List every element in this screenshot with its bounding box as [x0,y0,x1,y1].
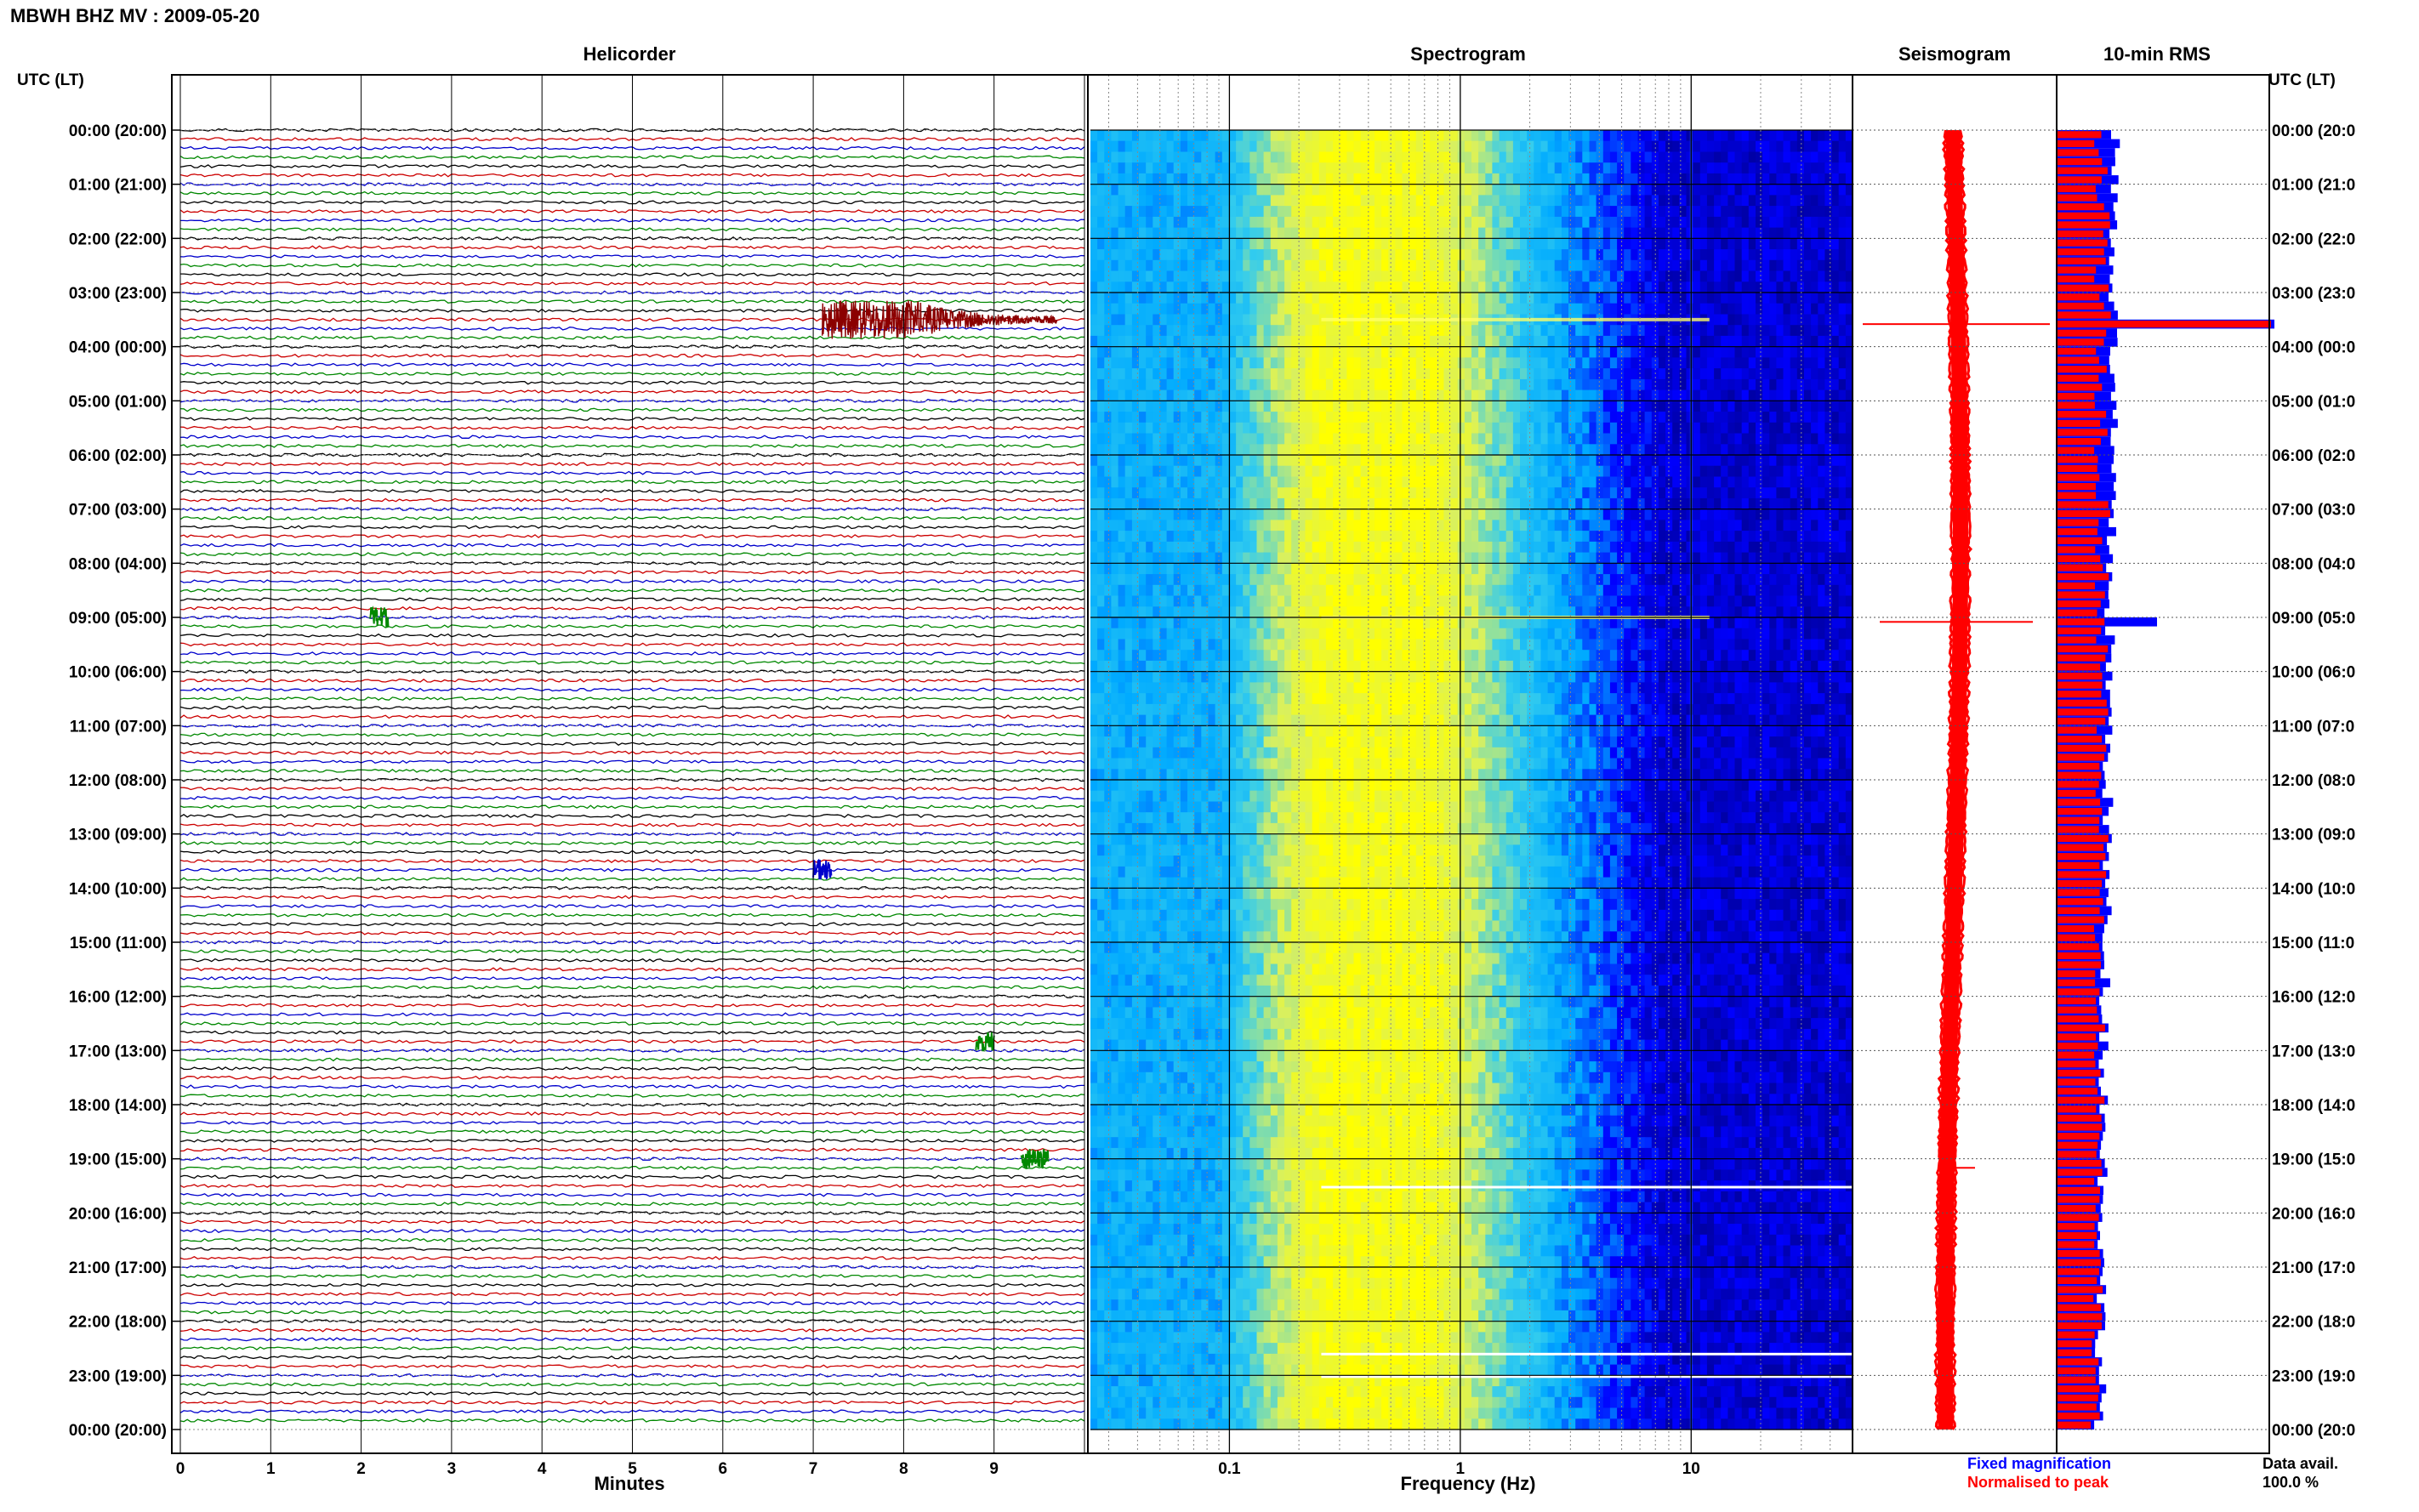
time-label-left: 08:00 (04:00) [69,555,167,573]
helicorder-xlabel: Minutes [594,1473,664,1494]
seismogram-spike [1863,323,2050,326]
utc-label-left: UTC (LT) [17,71,84,89]
time-label-right: 22:00 (18:0 [2272,1314,2355,1332]
time-label-right: 21:00 (17:0 [2272,1259,2355,1277]
time-label-left: 16:00 (12:00) [69,989,167,1007]
helicorder-tick-label: 3 [447,1460,457,1478]
time-label-left: 06:00 (02:00) [69,447,167,465]
time-label-right: 09:00 (05:0 [2272,610,2355,628]
time-label-left: 00:00 (20:00) [69,122,167,140]
time-label-right: 07:00 (03:0 [2272,502,2355,520]
spectrogram-tick-label: 10 [1682,1460,1700,1478]
time-label-left: 22:00 (18:00) [69,1314,167,1332]
time-label-right: 14:00 (10:0 [2272,880,2355,898]
grid [171,74,2270,1454]
seismogram-spike [1938,1167,1975,1169]
helicorder-x-axis: 0 1 2 3 4 5 6 7 8 9 [176,1460,999,1478]
seismogram-title: Seismogram [1898,43,2011,65]
helicorder-tick-label: 1 [266,1460,276,1478]
time-label-left: 14:00 (10:00) [69,880,167,898]
figure-title: MBWH BHZ MV : 2009-05-20 [10,5,259,26]
time-label-right: 13:00 (09:0 [2272,827,2355,844]
rms-plot [2057,130,2274,1430]
time-label-right: 08:00 (04:0 [2272,555,2355,573]
spectrogram-tick-label: 0.1 [1218,1460,1241,1478]
spectrogram-x-axis: 0.1 1 10 [1218,1460,1700,1478]
time-label-right: 00:00 (20:0 [2272,1422,2355,1440]
time-label-left: 05:00 (01:00) [69,393,167,411]
time-label-left: 15:00 (11:00) [70,935,167,952]
spectrogram-xlabel: Frequency (Hz) [1401,1473,1536,1494]
time-label-right: 04:00 (00:0 [2272,339,2355,357]
helicorder-tick-label: 0 [176,1460,185,1478]
spectrogram-title: Spectrogram [1410,43,1526,65]
time-label-right: 12:00 (08:0 [2272,772,2355,790]
time-label-right: 03:00 (23:0 [2272,285,2355,303]
time-label-right: 19:00 (15:0 [2272,1151,2355,1169]
time-label-right: 02:00 (22:0 [2272,230,2355,248]
time-label-right: 06:00 (02:0 [2272,447,2355,465]
time-label-right: 11:00 (07:0 [2272,718,2354,736]
time-label-left: 17:00 (13:00) [69,1043,167,1060]
helicorder-tick-label: 5 [628,1460,637,1478]
time-label-right: 16:00 (12:0 [2272,989,2355,1007]
helicorder-event [975,1032,995,1052]
time-label-left: 10:00 (06:00) [69,664,167,682]
helicorder-tick-label: 4 [538,1460,547,1478]
time-label-right: 05:00 (01:0 [2272,393,2355,411]
time-axis-left: 00:00 (20:00) 01:00 (21:00) 02:00 (22:00) 0… [69,122,180,1440]
time-label-left: 09:00 (05:00) [69,610,167,628]
rms-title: 10-min RMS [2103,43,2211,65]
time-label-left: 18:00 (14:00) [69,1097,167,1115]
helicorder-event [822,300,1058,339]
legend-fixed: Fixed magnification [1967,1455,2111,1472]
time-label-right: 17:00 (13:0 [2272,1043,2355,1060]
data-avail-value: 100.0 % [2262,1474,2319,1491]
time-label-left: 23:00 (19:00) [69,1367,167,1385]
time-label-left: 21:00 (17:00) [69,1259,167,1277]
time-label-left: 02:00 (22:00) [69,230,167,248]
helicorder-event [1020,1148,1050,1169]
helicorder-tick-label: 6 [719,1460,728,1478]
spectrogram-tick-label: 1 [1456,1460,1466,1478]
time-label-left: 01:00 (21:00) [69,177,167,195]
data-avail-label: Data avail. [2262,1455,2338,1472]
time-label-right: 00:00 (20:0 [2272,122,2355,140]
legend-normalised: Normalised to peak [1967,1474,2109,1491]
time-label-left: 00:00 (20:00) [69,1422,167,1440]
helicorder-event [812,858,833,880]
time-label-right: 23:00 (19:0 [2272,1367,2355,1385]
time-label-left: 11:00 (07:00) [70,718,167,736]
time-label-left: 07:00 (03:00) [69,502,167,520]
helicorder-tick-label: 2 [356,1460,366,1478]
time-label-right: 10:00 (06:0 [2272,664,2355,682]
utc-label-right: UTC (LT) [2268,71,2336,89]
time-label-left: 03:00 (23:00) [69,285,167,303]
helicorder-tick-label: 7 [809,1460,818,1478]
time-label-right: 01:00 (21:0 [2272,177,2355,195]
seismogram-spike [1880,621,2033,623]
time-label-left: 04:00 (00:00) [69,339,167,357]
time-label-left: 20:00 (16:00) [69,1205,167,1223]
helicorder-event [369,605,390,628]
time-label-left: 12:00 (08:00) [69,772,167,790]
time-label-left: 19:00 (15:00) [69,1151,167,1169]
spectrogram-plot [1090,130,1853,1430]
helicorder-title: Helicorder [583,43,676,65]
time-label-right: 18:00 (14:0 [2272,1097,2355,1115]
time-label-right: 15:00 (11:0 [2272,935,2354,952]
time-label-right: 20:00 (16:0 [2272,1205,2355,1223]
time-axis-right: 00:00 (20:0 01:00 (21:0 02:00 (22:0 03:00 (… [2272,122,2355,1440]
helicorder-tick-label: 9 [989,1460,999,1478]
helicorder-tick-label: 8 [899,1460,908,1478]
time-label-left: 13:00 (09:00) [69,827,167,844]
